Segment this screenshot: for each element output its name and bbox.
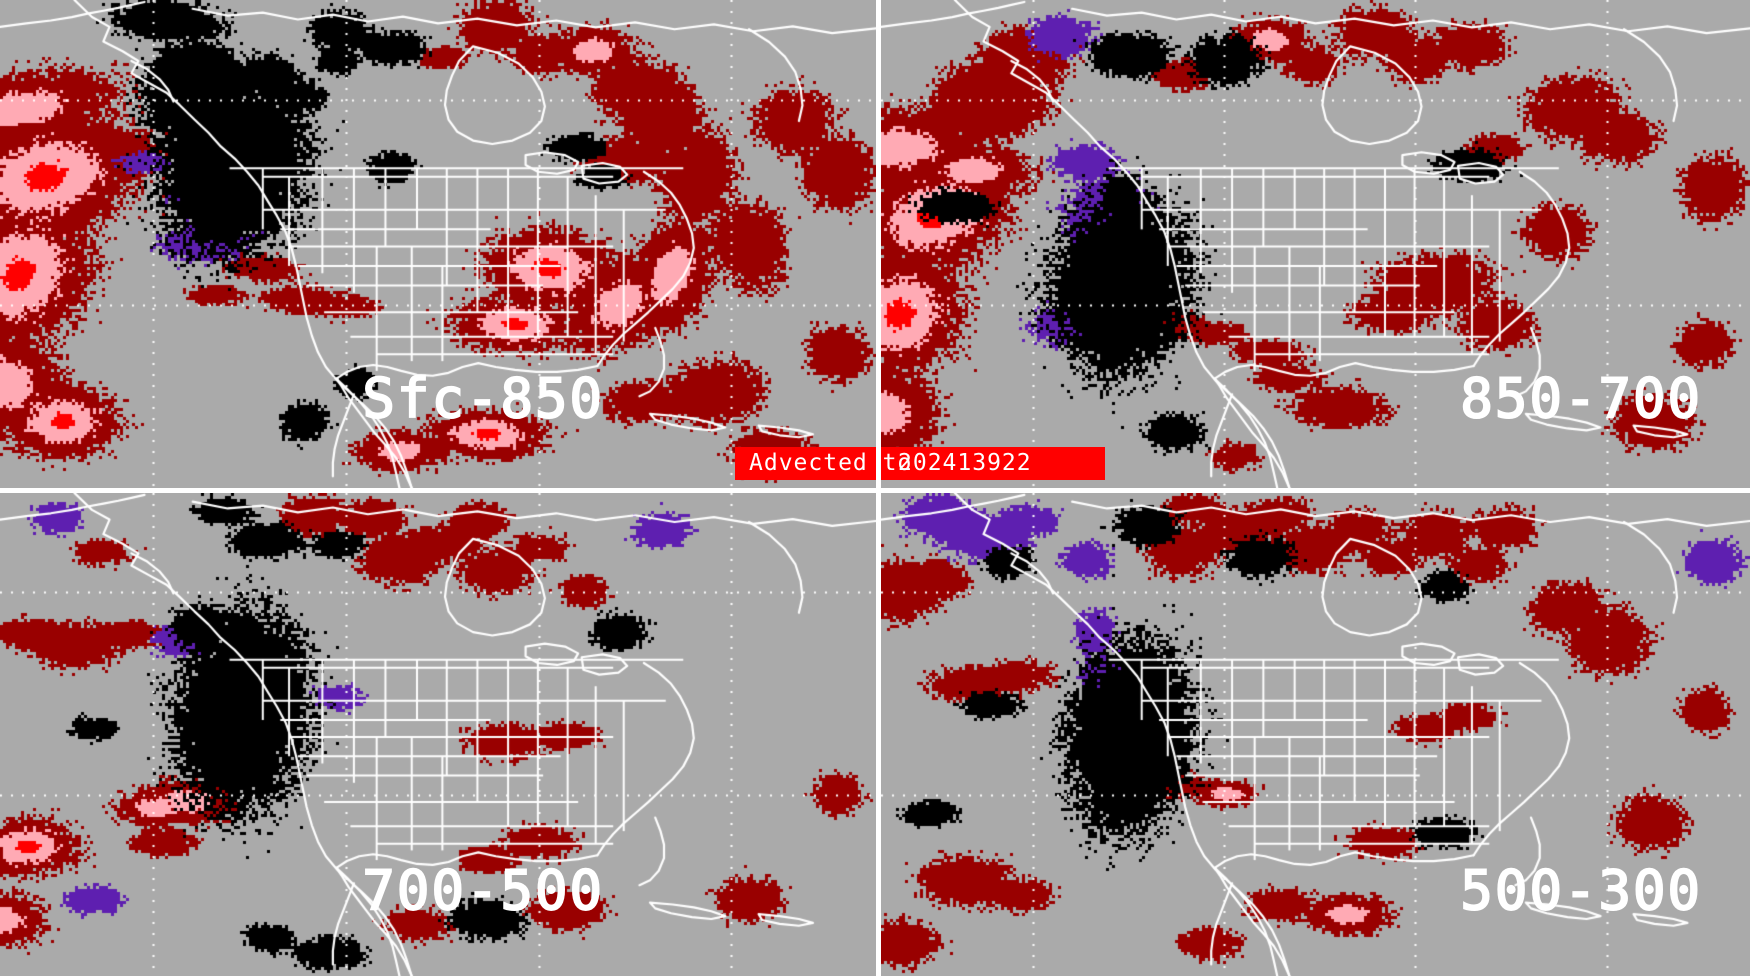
panel-divider-horizontal (0, 488, 1750, 493)
map-canvas-700-500 (0, 493, 876, 976)
map-panel-700-500[interactable]: 700-500 (0, 493, 876, 976)
banner-divider-seam (876, 447, 881, 480)
banner-timestamp-value: 202413922 (898, 450, 1032, 476)
map-canvas-850-700 (881, 0, 1750, 488)
advected-to-banner: Advected to 202413922 (735, 447, 1105, 480)
panel-label-700-500: 700-500 (361, 859, 604, 922)
map-canvas-500-300 (881, 493, 1750, 976)
map-canvas-sfc-850 (0, 0, 876, 488)
panel-label-sfc-850: Sfc-850 (361, 367, 604, 430)
panel-label-500-300: 500-300 (1459, 859, 1702, 922)
map-panel-850-700[interactable]: 850-700 (881, 0, 1750, 488)
banner-prefix-label: Advected to (749, 450, 913, 476)
map-panel-500-300[interactable]: 500-300 (881, 493, 1750, 976)
map-panel-sfc-850[interactable]: Sfc-850 (0, 0, 876, 488)
panel-label-850-700: 850-700 (1459, 367, 1702, 430)
